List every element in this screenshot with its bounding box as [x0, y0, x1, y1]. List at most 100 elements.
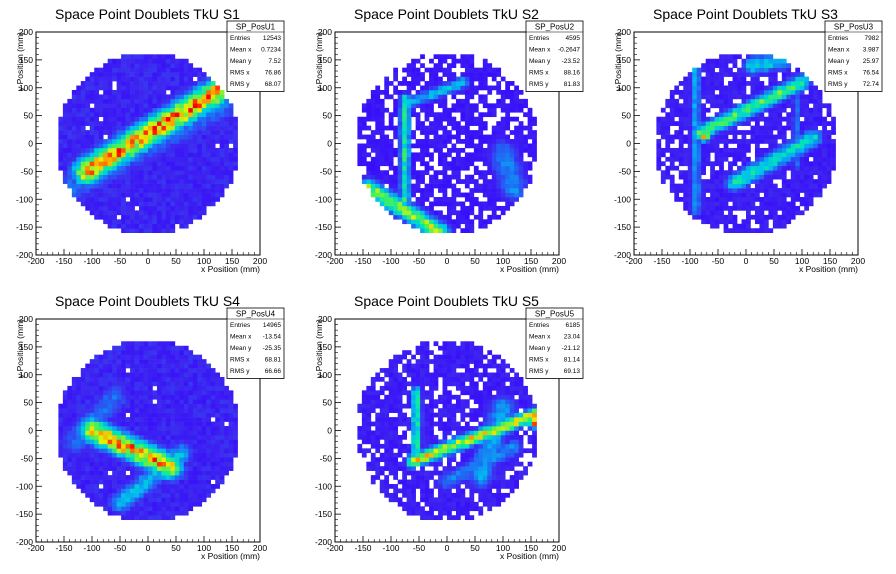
heatmap-bin	[170, 430, 176, 436]
heatmap-bin	[822, 156, 827, 162]
heatmap-bin	[750, 139, 756, 144]
heatmap-bin	[139, 179, 144, 184]
heatmap-bin	[80, 130, 86, 135]
heatmap-bin	[817, 147, 823, 153]
heatmap-bin	[148, 134, 153, 140]
heatmap-bin	[139, 103, 144, 109]
heatmap-bin	[723, 89, 729, 95]
heatmap-bin	[156, 408, 162, 413]
heatmap-bin	[134, 412, 140, 418]
heatmap-bin	[772, 197, 778, 202]
heatmap-bin	[192, 130, 198, 135]
heatmap-bin	[67, 394, 73, 400]
heatmap-bin	[705, 94, 711, 100]
heatmap-bin	[233, 121, 238, 126]
heatmap-bin	[67, 466, 73, 471]
heatmap-bin	[759, 139, 765, 144]
heatmap-bin	[496, 98, 502, 104]
heatmap-bin	[451, 174, 457, 180]
heatmap-bin	[656, 139, 662, 144]
heatmap-bin	[411, 170, 416, 176]
heatmap-bin	[482, 98, 488, 104]
heatmap-bin	[455, 76, 461, 82]
heatmap-bin	[518, 103, 524, 109]
heatmap-bin	[786, 112, 792, 118]
heatmap-bin	[750, 94, 756, 100]
heatmap-bin	[478, 81, 484, 86]
heatmap-bin	[89, 170, 95, 176]
heatmap-bin	[420, 223, 425, 229]
heatmap-bin	[98, 457, 104, 463]
heatmap-bin	[201, 156, 207, 162]
heatmap-bin	[174, 434, 180, 440]
heatmap-bin	[148, 412, 153, 418]
heatmap-bin	[143, 421, 149, 427]
heatmap-bin	[71, 434, 77, 440]
heatmap-bin	[678, 107, 684, 113]
heatmap-bin	[397, 174, 403, 180]
heatmap-bin	[94, 457, 100, 463]
heatmap-bin	[719, 63, 724, 68]
heatmap-bin	[67, 452, 73, 458]
heatmap-bin	[228, 130, 234, 135]
heatmap-bin	[665, 121, 671, 126]
heatmap-bin	[94, 372, 100, 378]
heatmap-bin	[777, 89, 783, 95]
heatmap-bin	[156, 156, 162, 162]
heatmap-bin	[170, 484, 176, 489]
heatmap-bin	[179, 116, 185, 122]
heatmap-bin	[80, 376, 86, 382]
heatmap-bin	[103, 403, 108, 409]
heatmap-bin	[728, 179, 733, 184]
heatmap-bin	[67, 390, 73, 396]
heatmap-bin	[210, 152, 216, 158]
heatmap-bin	[148, 214, 153, 220]
heatmap-bin	[206, 403, 212, 409]
heatmap-bin	[201, 363, 207, 369]
heatmap-bin	[420, 72, 425, 77]
chart-title: Space Point Doublets TkU S4	[55, 293, 240, 309]
heatmap-bin	[85, 466, 91, 471]
heatmap-bin	[139, 417, 144, 422]
heatmap-bin	[442, 125, 448, 131]
heatmap-bin	[130, 443, 135, 449]
heatmap-bin	[192, 143, 198, 149]
heatmap-bin	[763, 54, 769, 60]
heatmap-bin	[491, 179, 497, 184]
heatmap-bin	[156, 417, 162, 422]
heatmap-bin	[420, 89, 425, 95]
heatmap-bin	[469, 174, 475, 180]
heatmap-bin	[165, 452, 171, 458]
heatmap-bin	[98, 434, 104, 440]
heatmap-bin	[165, 121, 171, 126]
heatmap-bin	[130, 183, 135, 189]
heatmap-bin	[98, 121, 104, 126]
heatmap-bin	[76, 381, 82, 387]
heatmap-bin	[518, 139, 524, 144]
heatmap-bin	[500, 76, 506, 82]
heatmap-bin	[746, 63, 751, 68]
heatmap-bin	[406, 201, 412, 207]
heatmap-bin	[750, 76, 756, 82]
heatmap-bin	[754, 116, 760, 122]
heatmap-bin	[85, 408, 91, 413]
heatmap-bin	[822, 130, 827, 135]
heatmap-bin	[795, 139, 801, 144]
heatmap-bin	[737, 112, 742, 118]
heatmap-bin	[121, 341, 126, 347]
heatmap-bin	[71, 426, 77, 431]
heatmap-bin	[58, 412, 64, 418]
heatmap-bin	[112, 372, 117, 378]
heatmap-bin	[116, 363, 122, 369]
heatmap-bin	[183, 192, 189, 198]
heatmap-bin	[188, 475, 194, 480]
heatmap-bin	[487, 179, 493, 184]
heatmap-bin	[723, 156, 729, 162]
heatmap-bin	[183, 219, 189, 225]
heatmap-bin	[192, 484, 198, 489]
heatmap-bin	[420, 98, 425, 104]
heatmap-bin	[723, 94, 729, 100]
heatmap-bin	[429, 89, 434, 95]
heatmap-bin	[152, 58, 158, 64]
heatmap-bin	[80, 390, 86, 396]
